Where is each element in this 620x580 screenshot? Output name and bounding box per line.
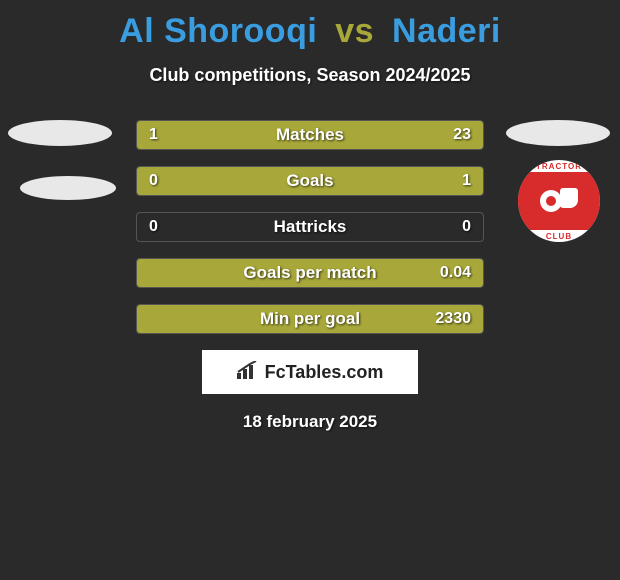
brand-text: FcTables.com	[265, 362, 384, 383]
stat-value-left: 0	[149, 213, 158, 241]
bar-fill-right	[151, 121, 483, 149]
stat-bars: Matches123 Goals01 Hattricks0 0 Goals per ma…	[136, 120, 484, 334]
player1-name: Al Shorooqi	[119, 12, 317, 50]
subtitle: Club competitions, Season 2024/2025	[0, 65, 620, 86]
stat-row: Matches123	[136, 120, 484, 150]
player2-name: Naderi	[392, 12, 501, 50]
brand-box[interactable]: FcTables.com	[202, 350, 418, 394]
content-area: TRACTOR CLUB Matches123 Goals01 Hattricks0…	[0, 120, 620, 432]
bar-fill-right	[137, 259, 483, 287]
logo-bottom-text: CLUB	[518, 232, 600, 241]
bar-track: Goals01	[136, 166, 484, 196]
bar-fill-right	[137, 167, 483, 195]
logo-top-text: TRACTOR	[518, 162, 600, 171]
stat-row: Goals01	[136, 166, 484, 196]
comparison-title: Al Shorooqi vs Naderi	[0, 0, 620, 51]
bar-track: Hattricks0 0	[136, 212, 484, 242]
placeholder-badge-1	[8, 120, 112, 146]
right-badges: TRACTOR CLUB	[500, 120, 620, 242]
vs-text: vs	[335, 12, 374, 50]
stat-value-right: 0	[462, 213, 471, 241]
stat-label: Hattricks	[137, 213, 483, 241]
bar-track: Min per goal2330	[136, 304, 484, 334]
stat-row: Min per goal2330	[136, 304, 484, 334]
date-text: 18 february 2025	[0, 412, 620, 432]
chart-icon	[237, 361, 259, 384]
stat-row: Goals per match0.04	[136, 258, 484, 288]
stat-row: Hattricks0 0	[136, 212, 484, 242]
placeholder-badge-3	[506, 120, 610, 146]
bar-fill-right	[137, 305, 483, 333]
bar-fill-left	[137, 121, 151, 149]
tractor-icon	[540, 188, 578, 214]
bar-track: Goals per match0.04	[136, 258, 484, 288]
club-logo: TRACTOR CLUB	[518, 160, 600, 242]
bar-track: Matches123	[136, 120, 484, 150]
placeholder-badge-2	[20, 176, 116, 200]
left-badges	[0, 120, 120, 200]
